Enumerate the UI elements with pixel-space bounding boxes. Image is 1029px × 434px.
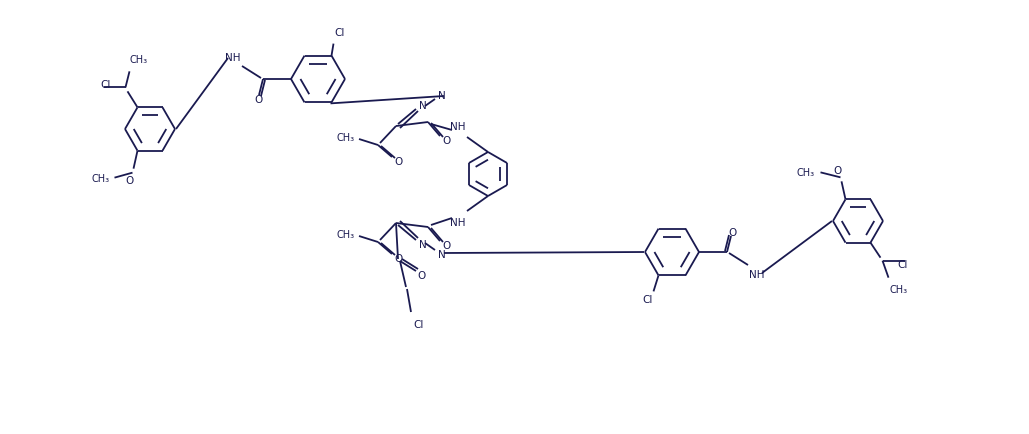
Text: NH: NH: [451, 122, 466, 132]
Text: O: O: [417, 270, 425, 280]
Text: Cl: Cl: [334, 27, 345, 37]
Text: N: N: [419, 240, 427, 250]
Text: O: O: [126, 175, 134, 185]
Text: N: N: [438, 250, 446, 260]
Text: O: O: [833, 166, 842, 176]
Text: CH₃: CH₃: [796, 168, 815, 178]
Text: Cl: Cl: [100, 80, 111, 90]
Text: O: O: [394, 157, 402, 167]
Text: NH: NH: [225, 53, 241, 63]
Text: CH₃: CH₃: [336, 133, 355, 143]
Text: Cl: Cl: [414, 319, 424, 329]
Text: CH₃: CH₃: [92, 173, 109, 183]
Text: Cl: Cl: [642, 295, 652, 305]
Text: O: O: [441, 240, 450, 250]
Text: N: N: [438, 91, 446, 101]
Text: CH₃: CH₃: [889, 284, 908, 294]
Text: O: O: [254, 95, 262, 105]
Text: NH: NH: [749, 270, 765, 279]
Text: Cl: Cl: [897, 259, 908, 269]
Text: CH₃: CH₃: [130, 55, 147, 65]
Text: CH₃: CH₃: [336, 230, 355, 240]
Text: O: O: [441, 136, 450, 146]
Text: O: O: [728, 227, 736, 237]
Text: NH: NH: [451, 217, 466, 227]
Text: O: O: [394, 253, 402, 263]
Text: N: N: [419, 101, 427, 111]
